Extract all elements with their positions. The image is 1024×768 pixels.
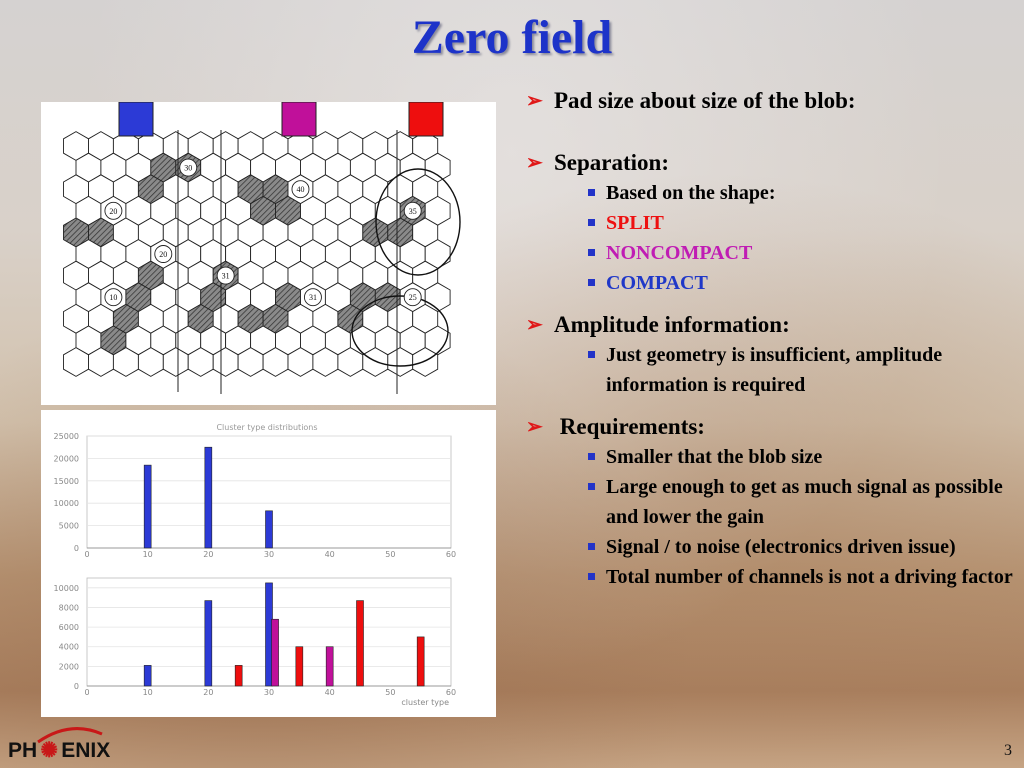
x-tick-label: 20 [203,688,213,697]
x-tick-label: 10 [143,688,153,697]
pad-label: 20 [109,207,117,216]
red-color-key [408,101,444,137]
x-tick-label: 40 [325,688,335,697]
pad-label: 30 [184,164,192,173]
pad-label: 20 [159,250,167,259]
square-bullet-icon [588,351,595,358]
slide-title: Zero field [411,11,613,64]
bullet-pad-size: ➢ Pad size about size of the blob: [524,86,1019,116]
bullet-separation: ➢ Separation: [524,148,1019,178]
y-tick-label: 8000 [59,603,79,612]
pad-label-circle [104,201,123,220]
bullet-requirements: ➢ Requirements: [524,412,1019,442]
x-tick-label: 10 [143,550,153,559]
page-number: 3 [1004,742,1012,759]
pad-label: 31 [309,293,317,302]
y-tick-label: 15000 [54,477,79,486]
sub-bullet-shape: Based on the shape: [524,178,1019,208]
blob-circle [351,295,449,367]
square-bullet-icon [588,573,595,580]
x-tick-label: 60 [446,550,456,559]
x-tick-label: 50 [385,550,395,559]
bar [295,646,304,687]
pad-label-circle [403,288,422,307]
square-bullet-icon [588,279,595,286]
pad-label: 10 [109,293,117,302]
magenta-color-key [281,101,317,137]
bar [271,618,279,687]
square-bullet-icon [588,453,595,460]
y-tick-label: 25000 [54,432,79,441]
bullet-list: ➢ Pad size about size of the blob: ➢ Sep… [524,86,1019,592]
x-tick-label: 30 [264,550,274,559]
sub-bullet-geometry: Just geometry is insufficient, amplitude… [524,340,1019,400]
x-tick-label: 60 [446,688,456,697]
phenix-logo: PH ✺ ENIX [8,724,128,764]
sub-bullet-signal-noise: Signal / to noise (electronics driven is… [524,532,1019,562]
arrow-bullet-icon: ➢ [526,416,543,438]
bar [416,636,425,687]
x-tick-label: 0 [84,688,89,697]
sub-bullet-split: SPLIT [524,208,1019,238]
square-bullet-icon [588,543,595,550]
bar [325,646,334,687]
x-axis-label: cluster type [401,698,449,707]
bar [143,665,152,687]
pad-hex [412,347,439,377]
y-tick-label: 2000 [59,662,79,671]
bar [356,600,364,687]
x-tick-label: 30 [264,688,274,697]
pad-label: 31 [222,272,230,281]
x-tick-label: 40 [325,550,335,559]
sub-bullet-large: Large enough to get as much signal as po… [524,472,1019,532]
y-tick-label: 5000 [59,522,79,531]
square-bullet-icon [588,483,595,490]
y-tick-label: 10000 [54,584,79,593]
square-bullet-icon [588,249,595,256]
chart-title: Cluster type distributions [216,423,317,432]
pad-label: 25 [409,293,417,302]
pad-label-circle [104,288,123,307]
arrow-bullet-icon: ➢ [526,314,543,336]
pad-label-circle [403,201,422,220]
pad-label: 35 [409,207,417,216]
bar [204,446,213,549]
sub-bullet-noncompact: NONCOMPACT [524,238,1019,268]
sub-bullet-smaller: Smaller that the blob size [524,442,1019,472]
sub-bullet-channels: Total number of channels is not a drivin… [524,562,1019,592]
y-tick-label: 4000 [59,643,79,652]
cluster-histograms: 0 5000 10000 15000 20000 25000 0 10 20 30 40 50 60 Cl… [41,410,496,717]
arrow-bullet-icon: ➢ [526,90,543,112]
y-tick-label: 20000 [54,454,79,463]
bar [265,510,273,549]
x-tick-label: 20 [203,550,213,559]
blue-color-key [118,101,154,137]
pad-label: 40 [296,185,304,194]
y-tick-label: 10000 [54,499,79,508]
pad-label-circle [291,180,310,199]
hex-pad-diagram: 30 40 20 35 20 31 10 31 25 [41,101,496,405]
x-tick-label: 50 [385,688,395,697]
x-tick-label: 0 [84,550,89,559]
square-bullet-icon [588,219,595,226]
bar [234,665,243,687]
bullet-amplitude: ➢ Amplitude information: [524,310,1019,340]
blob-circle [375,168,461,276]
y-tick-label: 0 [74,544,79,553]
bar [143,464,152,549]
y-tick-label: 6000 [59,623,79,632]
sub-bullet-compact: COMPACT [524,268,1019,298]
y-tick-label: 0 [74,682,79,691]
pad-label-circle [303,288,322,307]
pad-label-circle [179,158,198,177]
square-bullet-icon [588,189,595,196]
bar [204,600,213,687]
pad-label-circle [216,266,235,285]
arrow-bullet-icon: ➢ [526,152,543,174]
pad-label-circle [154,245,173,263]
